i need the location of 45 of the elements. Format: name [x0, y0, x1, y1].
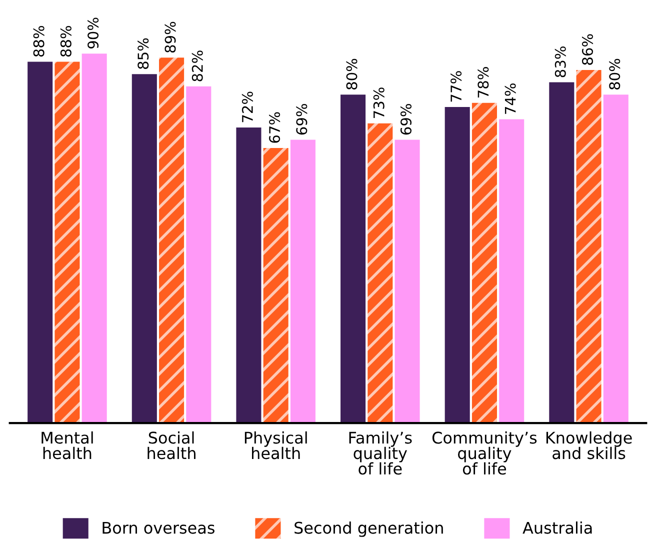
data-label: 73%: [373, 88, 384, 118]
data-label: 80%: [346, 58, 358, 90]
x-tick-label: Family’s quality of life: [349, 431, 412, 475]
x-tick-label: Knowledge and skills: [546, 431, 632, 460]
bar: [472, 102, 497, 424]
data-label: 72%: [242, 92, 253, 122]
bar: [290, 140, 316, 424]
data-label: 85%: [138, 38, 149, 69]
data-label: 69%: [400, 104, 412, 135]
x-tick-label: Mental health: [42, 431, 93, 460]
bar: [186, 86, 212, 424]
data-label: 67%: [269, 112, 280, 143]
bar: [82, 54, 107, 424]
data-label: 90%: [88, 18, 99, 48]
data-label: 82%: [192, 50, 203, 82]
x-tick-label: Physical health: [244, 431, 307, 460]
data-label: 77%: [450, 71, 462, 102]
bar: [132, 74, 157, 424]
data-label: 89%: [164, 22, 176, 53]
x-tick-label: Community’s quality of life: [432, 431, 537, 475]
bar: [576, 70, 602, 424]
data-label: 69%: [296, 104, 308, 135]
legend-label: Second generation: [294, 521, 443, 537]
data-label: 83%: [554, 46, 566, 78]
bar: [444, 106, 470, 424]
data-label: 78%: [478, 67, 489, 98]
x-tick-label: Social health: [148, 431, 196, 460]
bar: [549, 82, 574, 424]
legend-label: Australia: [522, 521, 592, 534]
bar: [603, 94, 628, 424]
bar: [499, 119, 524, 424]
legend-label: Born overseas: [102, 522, 214, 534]
data-label: 88%: [60, 26, 72, 57]
bar: [28, 62, 53, 424]
bar: [263, 148, 288, 424]
bar: [394, 140, 420, 424]
bar: [54, 62, 80, 424]
bar: [236, 127, 262, 424]
data-label: 86%: [582, 34, 594, 65]
data-label: 88%: [33, 26, 44, 57]
bar: [159, 58, 184, 424]
bar: [368, 123, 393, 424]
bar: [340, 94, 366, 424]
data-label: 80%: [609, 58, 620, 90]
data-label: 74%: [504, 83, 516, 114]
